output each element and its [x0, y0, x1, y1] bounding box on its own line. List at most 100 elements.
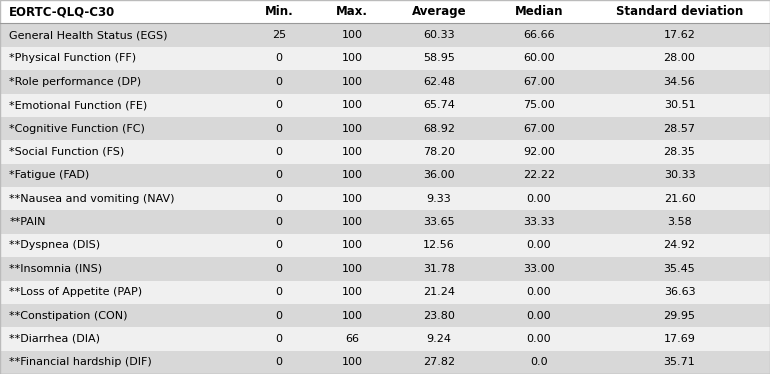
Text: 100: 100 [342, 287, 363, 297]
Text: 21.24: 21.24 [423, 287, 455, 297]
Text: *Social Function (FS): *Social Function (FS) [9, 147, 125, 157]
Text: Min.: Min. [265, 5, 293, 18]
Text: EORTC-QLQ-C30: EORTC-QLQ-C30 [9, 5, 115, 18]
Text: 0.00: 0.00 [527, 334, 551, 344]
Text: 92.00: 92.00 [523, 147, 555, 157]
Text: **Insomnia (INS): **Insomnia (INS) [9, 264, 102, 274]
Text: 68.92: 68.92 [423, 123, 455, 134]
Text: **Nausea and vomiting (NAV): **Nausea and vomiting (NAV) [9, 194, 175, 204]
Bar [0, 94, 770, 117]
Text: 17.62: 17.62 [664, 30, 695, 40]
Text: 24.92: 24.92 [664, 240, 695, 251]
Text: 100: 100 [342, 194, 363, 204]
Text: 0: 0 [276, 357, 283, 367]
Text: 0: 0 [276, 310, 283, 321]
Text: 0: 0 [276, 334, 283, 344]
Text: 0.0: 0.0 [531, 357, 547, 367]
Text: *Cognitive Function (FC): *Cognitive Function (FC) [9, 123, 145, 134]
Text: 65.74: 65.74 [423, 100, 455, 110]
Text: 33.00: 33.00 [523, 264, 555, 274]
Bar [0, 257, 770, 280]
Bar [0, 0, 770, 23]
Text: *Emotional Function (FE): *Emotional Function (FE) [9, 100, 148, 110]
Text: 30.51: 30.51 [664, 100, 695, 110]
Text: 23.80: 23.80 [423, 310, 455, 321]
Text: 3.58: 3.58 [667, 217, 692, 227]
Text: 66: 66 [345, 334, 360, 344]
Text: 100: 100 [342, 217, 363, 227]
Text: 60.00: 60.00 [523, 53, 555, 64]
Text: 21.60: 21.60 [664, 194, 695, 204]
Text: 100: 100 [342, 240, 363, 251]
Bar [0, 210, 770, 234]
Text: Average: Average [412, 5, 466, 18]
Text: General Health Status (EGS): General Health Status (EGS) [9, 30, 168, 40]
Text: 35.45: 35.45 [664, 264, 695, 274]
Text: 33.65: 33.65 [423, 217, 455, 227]
Text: 22.22: 22.22 [523, 170, 555, 180]
Text: **Financial hardship (DIF): **Financial hardship (DIF) [9, 357, 152, 367]
Text: *Physical Function (FF): *Physical Function (FF) [9, 53, 136, 64]
Text: 29.95: 29.95 [664, 310, 695, 321]
Text: 12.56: 12.56 [423, 240, 455, 251]
Text: 0: 0 [276, 123, 283, 134]
Text: 35.71: 35.71 [664, 357, 695, 367]
Text: 100: 100 [342, 310, 363, 321]
Text: **Constipation (CON): **Constipation (CON) [9, 310, 128, 321]
Text: 62.48: 62.48 [423, 77, 455, 87]
Text: 28.57: 28.57 [664, 123, 695, 134]
Text: **PAIN: **PAIN [9, 217, 45, 227]
Text: 0: 0 [276, 147, 283, 157]
Text: Standard deviation: Standard deviation [616, 5, 743, 18]
Text: 75.00: 75.00 [523, 100, 555, 110]
Text: Max.: Max. [336, 5, 368, 18]
Text: 9.33: 9.33 [427, 194, 451, 204]
Text: **Diarrhea (DIA): **Diarrhea (DIA) [9, 334, 100, 344]
Text: 100: 100 [342, 53, 363, 64]
Text: 36.00: 36.00 [423, 170, 455, 180]
Bar [0, 70, 770, 94]
Text: 100: 100 [342, 123, 363, 134]
Text: **Dyspnea (DIS): **Dyspnea (DIS) [9, 240, 100, 251]
Bar [0, 280, 770, 304]
Text: 66.66: 66.66 [523, 30, 555, 40]
Text: 0.00: 0.00 [527, 310, 551, 321]
Text: 0.00: 0.00 [527, 194, 551, 204]
Text: *Fatigue (FAD): *Fatigue (FAD) [9, 170, 89, 180]
Text: 30.33: 30.33 [664, 170, 695, 180]
Text: 0: 0 [276, 53, 283, 64]
Text: 25: 25 [272, 30, 286, 40]
Text: 0: 0 [276, 264, 283, 274]
Text: Median: Median [515, 5, 563, 18]
Text: 58.95: 58.95 [423, 53, 455, 64]
Text: 28.35: 28.35 [664, 147, 695, 157]
Text: 100: 100 [342, 170, 363, 180]
Bar [0, 140, 770, 164]
Text: 67.00: 67.00 [523, 123, 555, 134]
Text: 34.56: 34.56 [664, 77, 695, 87]
Bar [0, 234, 770, 257]
Text: 17.69: 17.69 [664, 334, 695, 344]
Text: 0: 0 [276, 287, 283, 297]
Bar [0, 351, 770, 374]
Text: 0: 0 [276, 194, 283, 204]
Text: 0: 0 [276, 217, 283, 227]
Bar [0, 187, 770, 210]
Bar [0, 304, 770, 327]
Text: **Loss of Appetite (PAP): **Loss of Appetite (PAP) [9, 287, 142, 297]
Text: 9.24: 9.24 [427, 334, 451, 344]
Text: 31.78: 31.78 [423, 264, 455, 274]
Text: 0: 0 [276, 100, 283, 110]
Text: 0.00: 0.00 [527, 240, 551, 251]
Text: 27.82: 27.82 [423, 357, 455, 367]
Text: 0.00: 0.00 [527, 287, 551, 297]
Bar [0, 164, 770, 187]
Text: 100: 100 [342, 264, 363, 274]
Text: 0: 0 [276, 77, 283, 87]
Text: 100: 100 [342, 100, 363, 110]
Text: 100: 100 [342, 77, 363, 87]
Text: 36.63: 36.63 [664, 287, 695, 297]
Text: 0: 0 [276, 240, 283, 251]
Text: 33.33: 33.33 [523, 217, 555, 227]
Text: 78.20: 78.20 [423, 147, 455, 157]
